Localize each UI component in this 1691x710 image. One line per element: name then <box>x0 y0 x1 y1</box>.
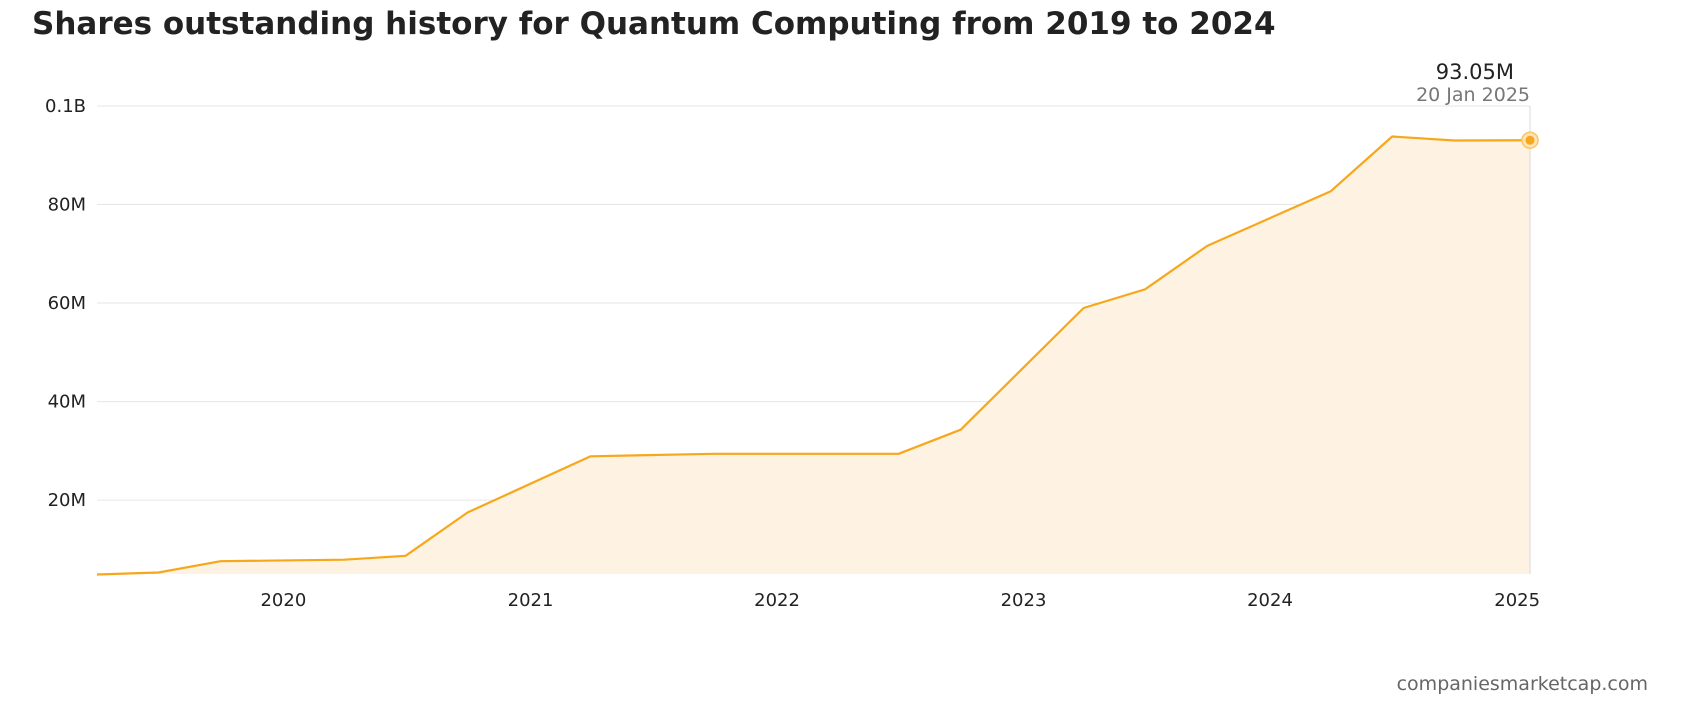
y-tick-label: 80M <box>48 195 86 216</box>
x-tick-label: 2021 <box>508 590 554 611</box>
x-tick-label: 2020 <box>260 590 306 611</box>
tooltip-value: 93.05M <box>1436 60 1514 84</box>
x-axis-ticks: 2020 2021 2022 2023 2024 2025 <box>260 590 1540 611</box>
y-tick-label: 20M <box>48 490 86 511</box>
x-tick-label: 2023 <box>1001 590 1047 611</box>
series-line <box>96 135 1531 576</box>
x-tick-label: 2022 <box>754 590 800 611</box>
y-tick-label: 0.1B <box>45 96 86 117</box>
y-tick-label: 40M <box>48 392 86 413</box>
source-watermark[interactable]: companiesmarketcap.com <box>1396 673 1648 695</box>
chart-title: Shares outstanding history for Quantum C… <box>32 6 1276 42</box>
y-axis-ticks: 20M 40M 60M 80M 0.1B <box>45 96 86 511</box>
x-tick-label: 2025 <box>1494 590 1540 611</box>
y-tick-label: 60M <box>48 293 86 314</box>
series-area <box>97 136 1530 575</box>
tooltip-date: 20 Jan 2025 <box>1416 84 1530 106</box>
x-tick-label: 2024 <box>1247 590 1293 611</box>
last-point-marker[interactable] <box>1525 135 1535 145</box>
